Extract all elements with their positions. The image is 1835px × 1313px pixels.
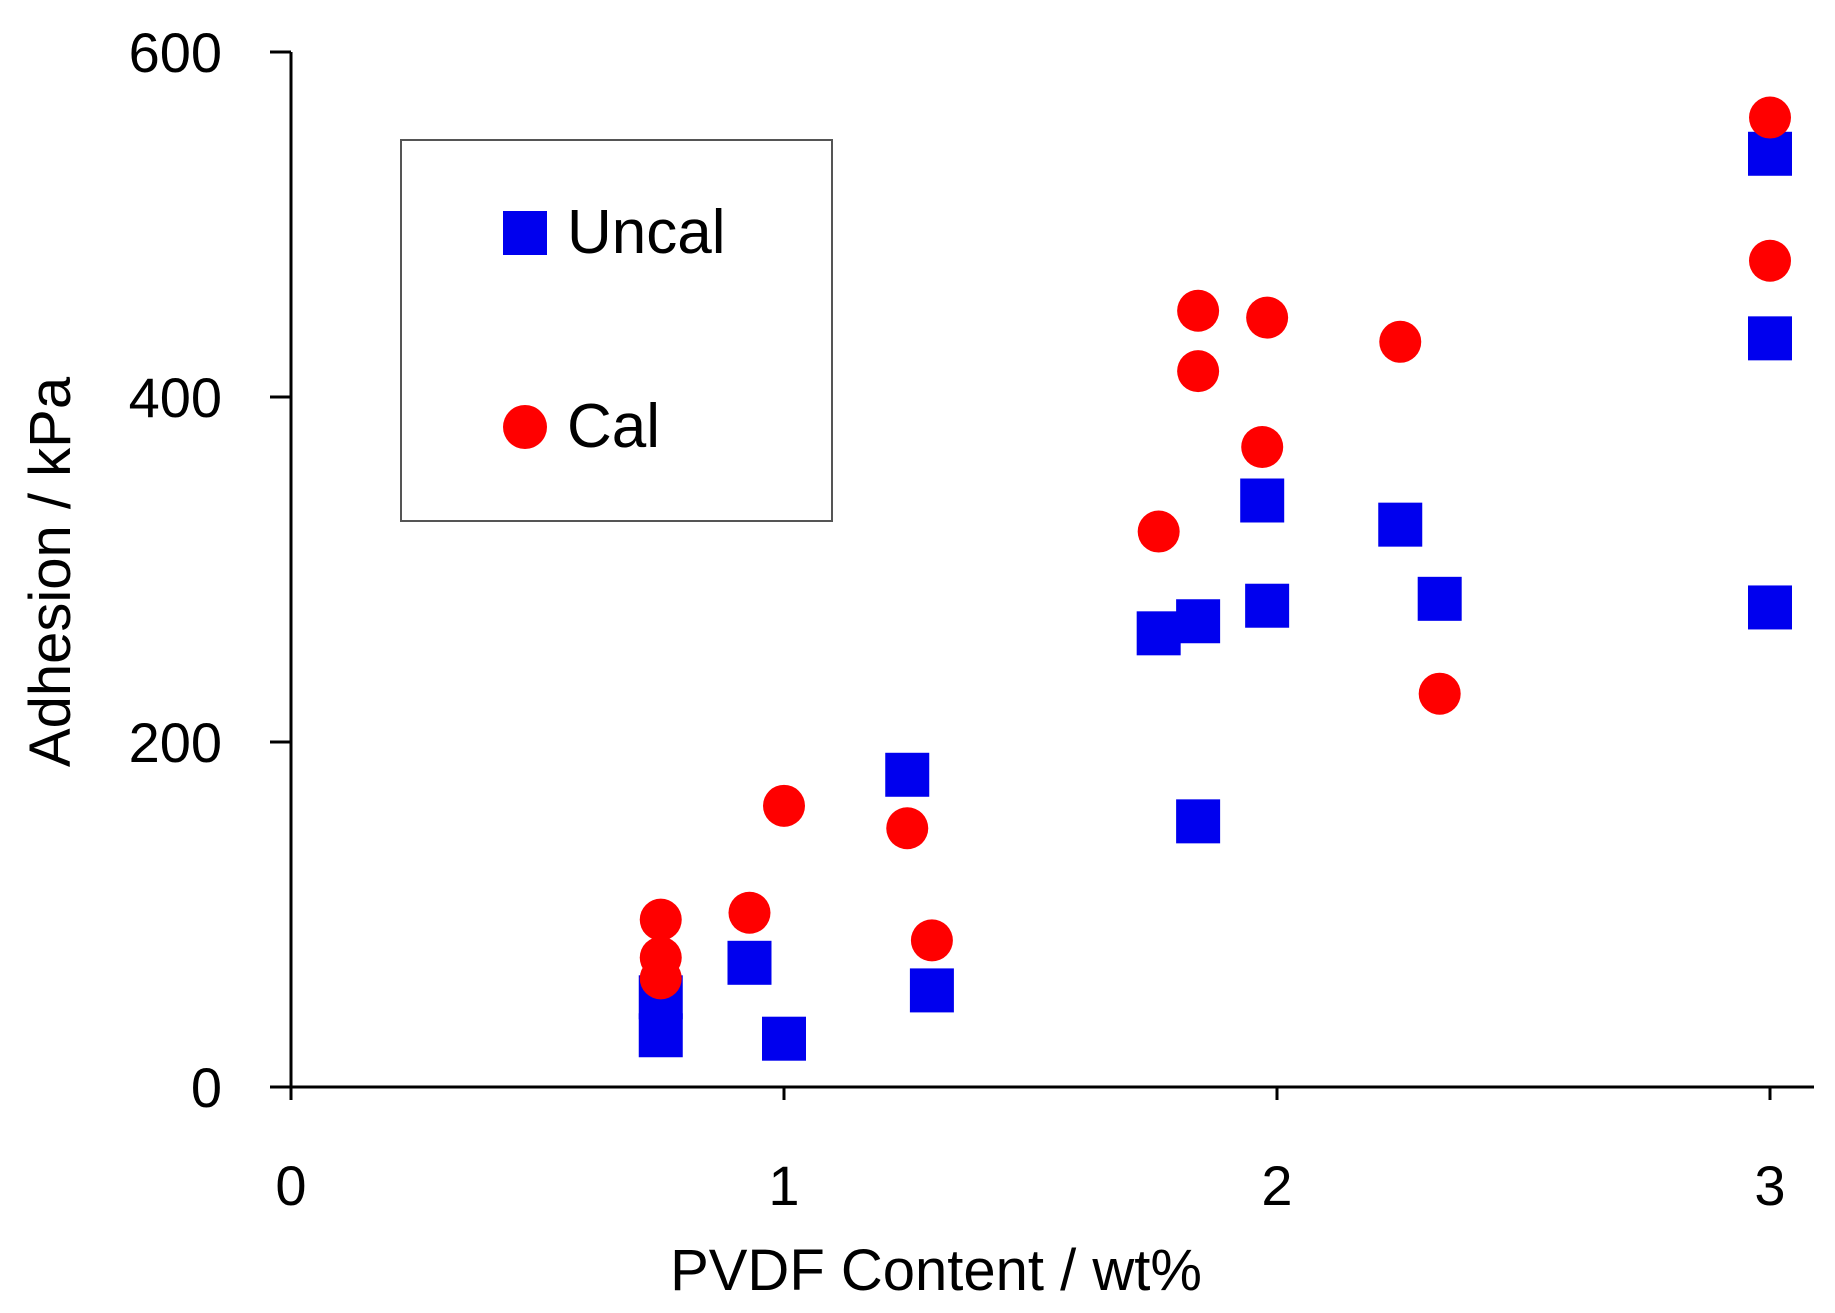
data-point-cal bbox=[1418, 672, 1461, 715]
y-tick-label: 600 bbox=[129, 21, 222, 84]
x-axis-title: PVDF Content / wt% bbox=[670, 1238, 1202, 1303]
data-point-cal bbox=[1379, 320, 1422, 363]
data-point-uncal bbox=[1417, 576, 1462, 621]
data-point-uncal bbox=[1748, 131, 1792, 176]
data-point-cal bbox=[1177, 289, 1220, 332]
data-point-uncal bbox=[762, 1016, 806, 1061]
data-point-cal bbox=[886, 807, 929, 850]
data-point-cal bbox=[910, 919, 953, 962]
data-point-cal bbox=[1177, 350, 1220, 393]
data-point-cal bbox=[1749, 96, 1791, 139]
data-point-cal bbox=[728, 891, 771, 934]
x-tick-label: 2 bbox=[1261, 1154, 1292, 1217]
x-tick-label: 1 bbox=[768, 1154, 799, 1217]
legend-marker-cal bbox=[503, 405, 547, 449]
data-point-uncal bbox=[1176, 599, 1221, 644]
data-markers bbox=[638, 96, 1792, 1061]
data-point-uncal bbox=[1240, 478, 1285, 523]
data-point-uncal bbox=[1245, 583, 1290, 628]
data-point-cal bbox=[1137, 510, 1180, 553]
data-point-uncal bbox=[638, 1013, 683, 1058]
data-point-uncal bbox=[1748, 316, 1792, 361]
data-point-uncal bbox=[909, 968, 954, 1013]
data-point-uncal bbox=[1748, 585, 1792, 630]
legend-label-cal: Cal bbox=[567, 392, 660, 461]
legend-marker-uncal bbox=[503, 211, 547, 255]
data-point-cal bbox=[763, 784, 805, 827]
x-tick-label: 0 bbox=[275, 1154, 306, 1217]
y-tick-label: 400 bbox=[129, 366, 222, 429]
x-tick-label: 3 bbox=[1754, 1154, 1785, 1217]
data-point-uncal bbox=[1136, 611, 1181, 656]
data-point-cal bbox=[1241, 426, 1284, 469]
y-ticks: 0 200 400 600 bbox=[129, 21, 291, 1119]
legend-label-uncal: Uncal bbox=[567, 198, 726, 267]
y-axis-title: Adhesion / kPa bbox=[18, 376, 83, 767]
data-point-uncal bbox=[1176, 799, 1221, 844]
data-point-cal bbox=[639, 957, 682, 1000]
data-point-uncal bbox=[885, 752, 930, 797]
data-point-cal bbox=[639, 898, 682, 941]
data-point-cal bbox=[1749, 239, 1791, 282]
y-tick-label: 200 bbox=[129, 711, 222, 774]
data-point-uncal bbox=[727, 940, 772, 985]
x-ticks: 0 1 2 3 bbox=[275, 1087, 1786, 1217]
data-point-cal bbox=[1246, 296, 1289, 339]
axes bbox=[270, 52, 1814, 1089]
data-point-uncal bbox=[1378, 502, 1423, 547]
y-tick-label: 0 bbox=[191, 1056, 222, 1119]
legend: Uncal Cal bbox=[400, 139, 833, 522]
legend-box bbox=[400, 139, 833, 522]
